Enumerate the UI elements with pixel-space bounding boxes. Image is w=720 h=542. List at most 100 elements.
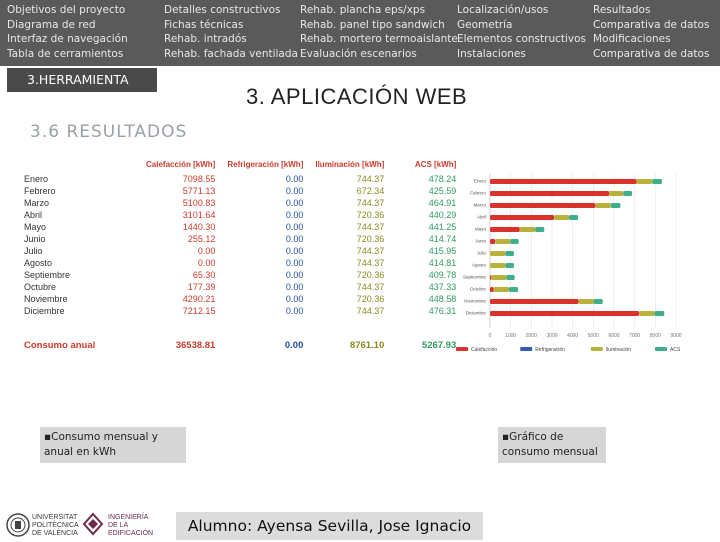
month-cell: Octubre <box>24 282 57 292</box>
month-cell: Noviembre <box>24 294 68 304</box>
nav-link[interactable]: Tabla de cerramientos <box>7 47 124 60</box>
nav-link[interactable]: Resultados <box>593 4 651 16</box>
table-row: Marzo 5100.83 0.00 744.37 464.91 <box>18 197 462 209</box>
nav-link[interactable]: Localización/usos <box>457 4 549 16</box>
value-cell: 437.33 <box>428 282 457 292</box>
section-subtitle: 3.6 RESULTADOS <box>30 122 188 142</box>
x-tick-label: 8000 <box>650 333 661 339</box>
bar-segment <box>490 287 494 292</box>
nav-link[interactable]: Diagrama de red <box>7 18 96 31</box>
month-cell: Enero <box>24 174 49 184</box>
bar-segment <box>490 227 520 232</box>
nav-link[interactable]: Comparativa de datos <box>593 47 710 60</box>
month-cell: Febrero <box>24 186 56 196</box>
nav-link[interactable]: Interfaz de navegación <box>7 33 128 45</box>
value-cell: 414.74 <box>428 234 457 244</box>
value-cell: 720.36 <box>356 234 385 244</box>
bar-segment <box>595 203 611 208</box>
section-tab-herramienta[interactable]: 3.HERRAMIENTA <box>7 68 157 92</box>
bar-segment <box>609 191 624 196</box>
nav-link[interactable]: Geometría <box>457 18 513 31</box>
value-cell: 7098.55 <box>182 174 216 184</box>
value-cell: 3101.64 <box>182 210 216 220</box>
table-row: Octubre 177.39 0.00 744.37 437.33 <box>18 281 462 293</box>
upv-seal-icon <box>6 513 30 537</box>
table-header-lighting: Iluminación [kWh] <box>315 160 385 169</box>
nav-link[interactable]: Detalles constructivos <box>164 4 281 16</box>
category-label: Marzo <box>473 203 486 208</box>
bar-segment <box>490 263 506 268</box>
bar-segment <box>519 227 536 232</box>
bar-segment <box>578 299 594 304</box>
total-cell: 5267.93 <box>421 339 457 351</box>
note-consumo-mensual: ▪Consumo mensual y anual en kWh <box>40 427 186 463</box>
x-tick-label: 1000 <box>505 333 516 339</box>
nav-link[interactable]: Elementos constructivos <box>457 33 587 45</box>
nav-link[interactable]: Evaluación escenarios <box>300 47 417 60</box>
value-cell: 1440.30 <box>182 222 216 232</box>
month-cell: Mayo <box>24 222 47 232</box>
nav-link[interactable]: Fichas técnicas <box>164 18 244 31</box>
nav-link[interactable]: Modificaciones <box>593 33 671 45</box>
x-tick-label: 3000 <box>546 333 557 339</box>
bar-segment <box>554 215 569 220</box>
bar-segment <box>493 287 510 292</box>
value-cell: 7212.15 <box>182 306 216 316</box>
nav-link[interactable]: Instalaciones <box>457 47 526 60</box>
monthly-consumption-chart: 0 1000 2000 3000 4000 5000 6000 7000 8000 9000 Ene… <box>456 174 682 353</box>
total-cell: 36538.81 <box>175 339 216 351</box>
month-cell: Septiembre <box>24 270 71 280</box>
table-row: Septiembre 65.30 0.00 720.36 409.78 <box>18 269 462 281</box>
bar-segment <box>636 179 653 184</box>
value-cell: 448.58 <box>428 294 457 304</box>
value-cell: 0.00 <box>197 246 216 256</box>
value-cell: 672.34 <box>356 186 385 196</box>
nav-link[interactable]: Rehab. panel tipo sandwich <box>300 18 445 31</box>
note-grafico-consumo: ▪Gráfico de consumo mensual <box>498 427 606 463</box>
legend-swatch <box>655 347 667 351</box>
nav-column-resultados: Resultados Comparativa de datos Modificaci… <box>593 3 709 61</box>
table-row: Abril 3101.64 0.00 720.36 440.29 <box>18 209 462 221</box>
nav-link[interactable]: Rehab. plancha eps/xps <box>300 4 426 16</box>
month-cell: Marzo <box>24 198 50 208</box>
total-label: Consumo anual <box>24 339 96 351</box>
legend-label: Iluminación <box>606 347 632 353</box>
value-cell: 177.39 <box>187 282 216 292</box>
x-tick-label: 2000 <box>526 333 537 339</box>
nav-link[interactable]: Comparativa de datos <box>593 18 710 31</box>
nav-link[interactable]: Rehab. mortero termoaislante <box>300 33 458 45</box>
nav-link[interactable]: Rehab. fachada ventilada <box>164 47 298 60</box>
value-cell: 0.00 <box>285 306 304 316</box>
bar-segment <box>490 191 610 196</box>
table-row: Agosto 0.00 0.00 744.37 414.81 <box>18 257 462 269</box>
x-tick-label: 6000 <box>608 333 619 339</box>
value-cell: 255.12 <box>187 234 216 244</box>
x-tick-label: 5000 <box>588 333 599 339</box>
bar-segment <box>509 287 519 292</box>
table-row: Noviembre 4290.21 0.00 720.36 448.58 <box>18 293 462 305</box>
bar-segment <box>652 179 662 184</box>
edificacion-diamond-icon <box>82 512 104 536</box>
value-cell: 0.00 <box>285 198 304 208</box>
category-label: Octubre <box>470 287 487 292</box>
value-cell: 4290.21 <box>182 294 216 304</box>
value-cell: 65.30 <box>192 270 216 280</box>
nav-link[interactable]: Objetivos del proyecto <box>7 4 126 16</box>
category-label: Mayo <box>475 227 487 232</box>
bar-segment <box>639 311 655 316</box>
category-label: Enero <box>474 179 487 184</box>
value-cell: 0.00 <box>285 186 304 196</box>
value-cell: 441.25 <box>428 222 457 232</box>
bar-segment <box>491 275 507 280</box>
bar-segment <box>654 311 665 316</box>
table-row: Diciembre 7212.15 0.00 744.37 476.31 <box>18 305 462 317</box>
legend-swatch <box>590 347 603 351</box>
value-cell: 744.37 <box>356 282 385 292</box>
x-tick-label: 7000 <box>629 333 640 339</box>
nav-link[interactable]: Rehab. intradós <box>164 33 247 45</box>
top-navigation-bar: Objetivos del proyecto Diagrama de red Int… <box>0 0 720 66</box>
category-label: Noviembre <box>464 299 486 304</box>
bar-segment <box>490 215 555 220</box>
value-cell: 0.00 <box>285 294 304 304</box>
table-header-cooling: Refrigeración [kWh] <box>227 160 304 169</box>
